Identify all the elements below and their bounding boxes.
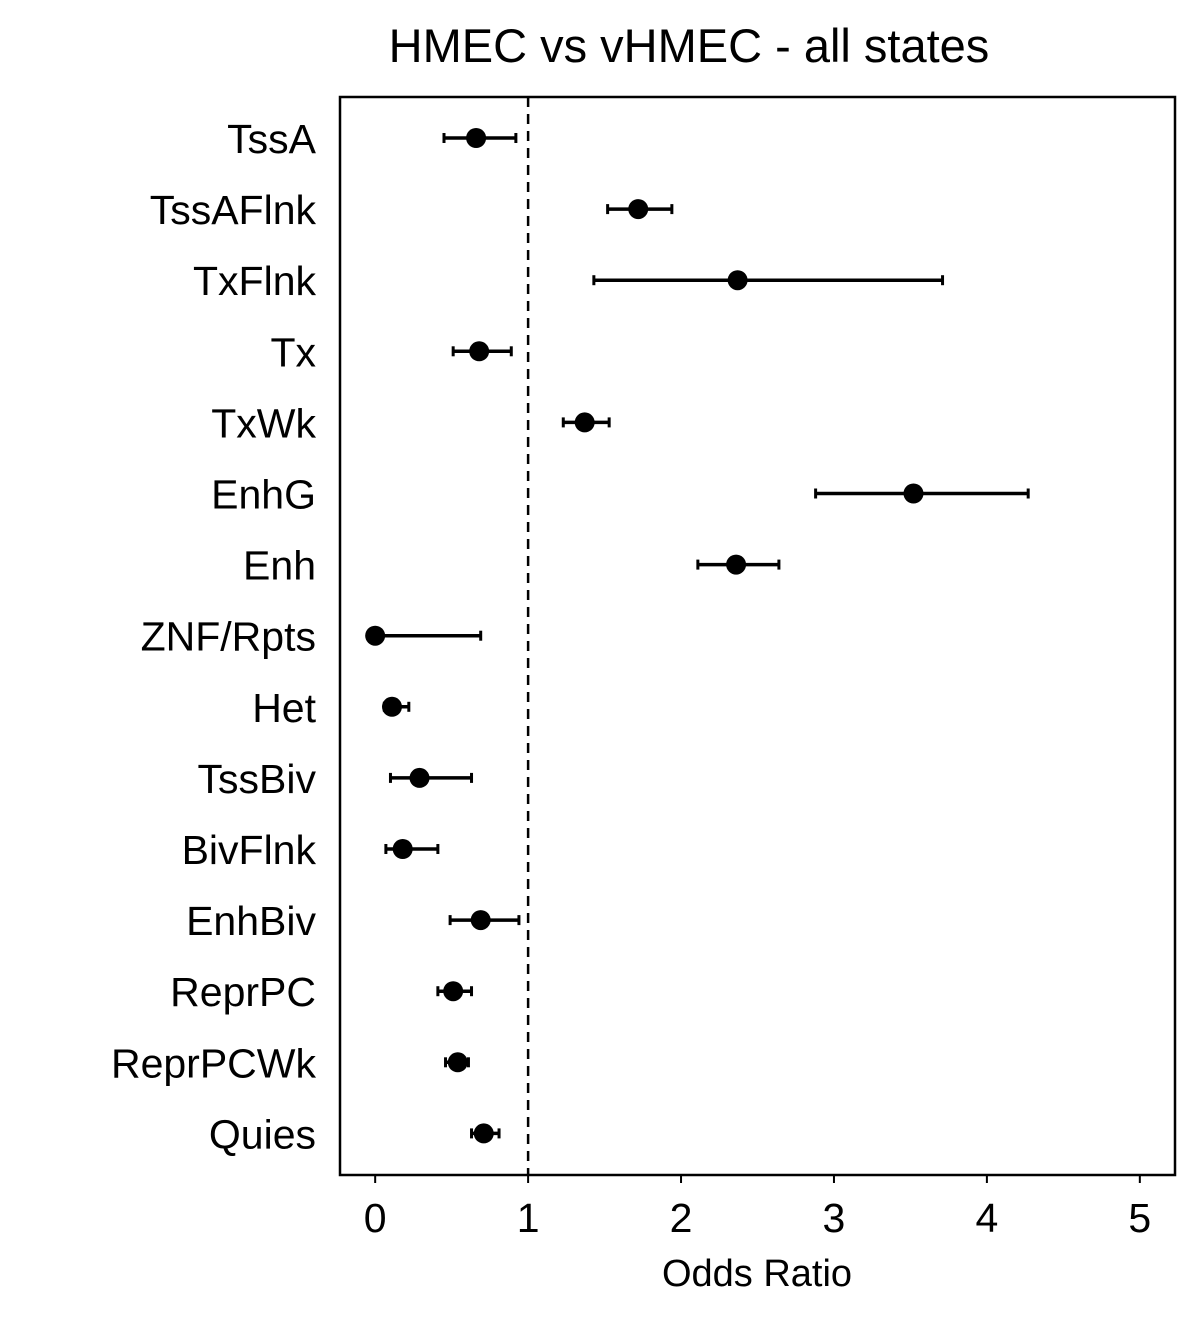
category-label: TssBiv xyxy=(198,756,317,802)
data-row xyxy=(448,910,521,931)
data-row xyxy=(442,128,518,148)
x-tick-label: 3 xyxy=(823,1195,846,1241)
point-estimate xyxy=(469,341,490,362)
category-label: ReprPC xyxy=(170,969,316,1015)
point-estimate xyxy=(470,910,491,931)
point-estimate xyxy=(628,199,649,220)
category-label: Quies xyxy=(209,1111,316,1157)
category-label: BivFlnk xyxy=(182,827,317,873)
category-label: TssA xyxy=(227,116,317,162)
x-axis-ticks: 0 1 2 3 4 5 xyxy=(364,1175,1151,1241)
category-label: Tx xyxy=(270,329,316,375)
plot-frame xyxy=(338,95,1177,1177)
data-row xyxy=(470,1123,501,1144)
data-row xyxy=(606,199,674,220)
data-row xyxy=(561,412,611,433)
point-estimate xyxy=(726,554,747,575)
category-labels: TssA TssAFlnk TxFlnk Tx TxWk EnhG Enh ZNF/Rpts H… xyxy=(111,116,317,1157)
point-estimate xyxy=(903,483,924,504)
data-row xyxy=(814,483,1030,504)
data-row xyxy=(381,696,411,717)
category-label: ReprPCWk xyxy=(111,1040,317,1086)
point-estimate xyxy=(392,839,413,859)
point-estimate xyxy=(727,270,748,291)
x-tick-label: 2 xyxy=(670,1195,693,1241)
point-estimate xyxy=(574,412,595,433)
data-marks xyxy=(365,128,1030,1144)
point-estimate xyxy=(381,696,402,717)
category-label: Het xyxy=(252,685,316,731)
point-estimate xyxy=(447,1052,468,1073)
x-axis-label: Odds Ratio xyxy=(662,1253,852,1295)
data-row xyxy=(444,1052,470,1073)
data-row xyxy=(388,767,474,788)
category-label: EnhBiv xyxy=(186,898,316,944)
category-label: ZNF/Rpts xyxy=(141,614,316,660)
category-label: TxWk xyxy=(211,400,316,446)
data-row xyxy=(696,554,781,575)
category-label: EnhG xyxy=(211,472,316,518)
point-estimate xyxy=(365,625,386,646)
point-estimate xyxy=(409,767,430,788)
category-label: Enh xyxy=(243,543,316,589)
point-estimate xyxy=(473,1123,494,1144)
category-label: TxFlnk xyxy=(193,258,317,304)
category-label: TssAFlnk xyxy=(150,187,317,233)
x-tick-label: 4 xyxy=(975,1195,998,1241)
x-tick-label: 0 xyxy=(364,1195,387,1241)
x-tick-label: 5 xyxy=(1128,1195,1151,1241)
data-row xyxy=(451,341,513,362)
data-row xyxy=(592,270,945,291)
chart-title: HMEC vs vHMEC - all states xyxy=(389,19,990,72)
data-row xyxy=(384,839,440,859)
point-estimate xyxy=(443,981,464,1002)
data-row xyxy=(365,625,483,646)
data-row xyxy=(436,981,474,1002)
point-estimate xyxy=(466,128,487,148)
x-tick-label: 1 xyxy=(517,1195,540,1241)
